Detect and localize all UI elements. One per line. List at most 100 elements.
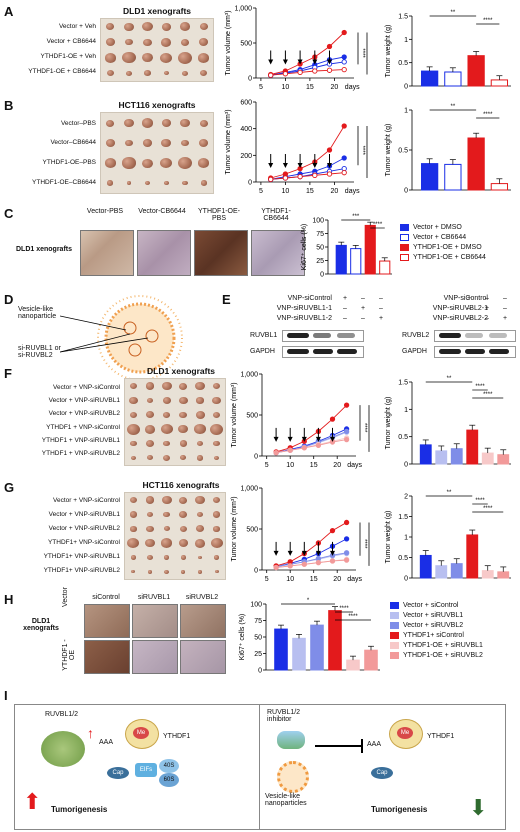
ihc-image xyxy=(137,230,191,276)
tumor xyxy=(145,382,155,390)
y-tick-label: 0 xyxy=(248,76,252,83)
condition-mark-row: – – + xyxy=(460,315,520,325)
tumor xyxy=(146,397,154,404)
legend-item: Vector + DMSO xyxy=(413,223,462,231)
x-unit-label: days xyxy=(347,462,362,469)
data-point xyxy=(341,66,347,73)
tumor xyxy=(196,455,204,461)
tumor xyxy=(161,381,172,391)
significance-label: ** xyxy=(447,490,452,496)
tumor xyxy=(147,569,153,574)
tumor xyxy=(212,511,221,518)
treatment-arrowhead xyxy=(297,59,303,65)
tumor xyxy=(122,52,136,64)
data-point xyxy=(343,557,350,563)
significance-label: **** xyxy=(361,539,367,549)
tumor xyxy=(196,511,204,518)
significance-label: **** xyxy=(348,614,358,620)
tumor xyxy=(213,440,221,447)
treatment-arrowhead xyxy=(268,59,274,65)
inhibitor-icon xyxy=(277,731,305,749)
tumor xyxy=(163,71,169,76)
row-label: YTHDF1-OE–PBS xyxy=(42,159,96,166)
panel-f-title: DLD1 xenografts xyxy=(146,366,215,376)
ihc-label: YTHDF1-CB6644 xyxy=(261,208,291,222)
tumor xyxy=(142,22,154,32)
tumor xyxy=(213,411,221,418)
ihc-image xyxy=(194,230,248,276)
bar xyxy=(444,163,462,191)
condition-mark-row: – – + xyxy=(336,315,396,325)
tumor xyxy=(146,455,154,461)
nanoparticle-diagram xyxy=(60,295,183,381)
condition-mark: – xyxy=(361,315,365,322)
tumor xyxy=(130,555,136,560)
ihc-label: Vector-PBS xyxy=(86,208,124,215)
ihc-label: YTHDF1-OE-PBS xyxy=(198,208,240,222)
data-point xyxy=(287,563,293,569)
ihc-image xyxy=(251,230,305,276)
legend-item: Vector + siRUVBL1 xyxy=(403,611,464,619)
x-unit-label: days xyxy=(347,576,362,583)
tumor xyxy=(178,425,189,434)
tumor xyxy=(194,424,206,435)
series-line xyxy=(276,552,347,568)
significance-label: **** xyxy=(359,146,365,156)
y-tick-label: 1 xyxy=(404,37,408,44)
inhibition-bar xyxy=(361,739,363,753)
legend-item: YTHDF1-OE + siRUVBL2 xyxy=(403,651,483,659)
bar xyxy=(481,570,494,579)
significance-label: **** xyxy=(373,222,383,228)
tumor xyxy=(104,52,117,63)
bar xyxy=(419,554,432,579)
y-tick-label: 0.5 xyxy=(398,60,408,67)
ihc-image xyxy=(180,640,226,674)
tumor xyxy=(180,455,187,461)
x-tick-label: 20 xyxy=(333,462,341,469)
bar xyxy=(364,224,376,275)
tumor xyxy=(142,118,154,128)
data-point xyxy=(341,59,347,65)
condition-mark-row: + – – xyxy=(336,295,396,305)
treatment-arrowhead xyxy=(312,59,318,65)
tumor-photo-a xyxy=(100,18,214,82)
row-label: YTHDF1+ VNP-siRUVBL2 xyxy=(43,567,120,574)
ihc-image xyxy=(80,230,134,276)
tumor xyxy=(130,526,137,532)
western-blot-gapdh xyxy=(282,346,364,358)
x-unit-label: days xyxy=(345,188,360,195)
bar xyxy=(467,55,485,87)
treatment-arrowhead xyxy=(287,550,293,556)
tumor xyxy=(197,52,210,63)
tumor xyxy=(213,526,220,532)
bar xyxy=(420,70,439,87)
y-axis-label: Ki67⁺ cells (%) xyxy=(239,614,246,660)
legend-item: Vector + siControl xyxy=(403,601,459,609)
ruvbl-complex-icon xyxy=(41,731,85,767)
treatment-arrowhead xyxy=(327,59,332,65)
tumor xyxy=(164,569,170,574)
legend-c: Vector + DMSO Vector + CB6644 YTHDF1-OE … xyxy=(400,222,486,262)
x-tick-label: 15 xyxy=(310,576,318,583)
bar xyxy=(450,448,463,465)
data-point xyxy=(343,402,350,408)
legend-item: YTHDF1+ siControl xyxy=(403,631,464,639)
tumor xyxy=(179,496,188,504)
condition-mark: – xyxy=(485,315,489,322)
series-line xyxy=(276,439,347,454)
y-tick-label: 50 xyxy=(316,245,324,252)
legend-item: YTHDF1-OE + DMSO xyxy=(413,243,482,251)
data-point xyxy=(343,519,350,526)
bar xyxy=(310,624,324,671)
ythdf1-label: YTHDF1 xyxy=(163,733,191,740)
tumor xyxy=(129,497,138,504)
tumor xyxy=(178,539,188,548)
condition-mark: + xyxy=(342,295,348,302)
y-tick-label: 400 xyxy=(240,126,252,133)
panel-label-d: D xyxy=(4,292,14,307)
condition-mark: + xyxy=(360,305,366,312)
data-point xyxy=(343,536,350,542)
panel-g-title: HCT116 xenografts xyxy=(142,480,220,490)
tumor xyxy=(179,411,188,419)
